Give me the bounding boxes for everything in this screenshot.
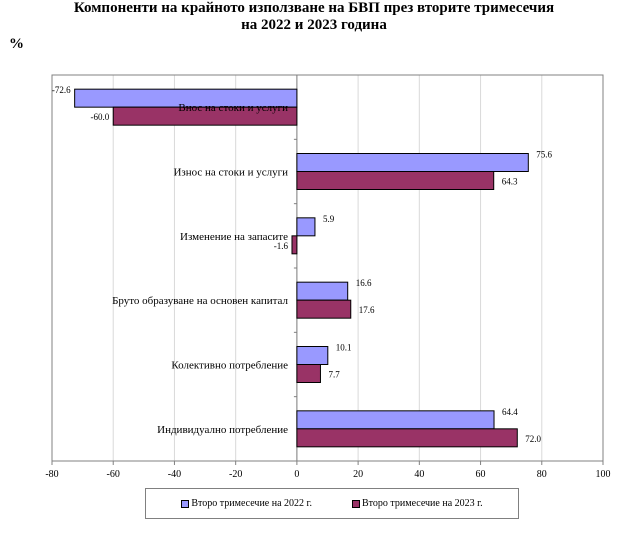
- data-label: 64.4: [502, 407, 518, 417]
- legend-label-2023: Второ тримесечие на 2023 г.: [362, 498, 483, 509]
- category-label: Изменение на запасите: [180, 231, 288, 243]
- legend-swatch-2023: [352, 499, 360, 508]
- bar-2022: [296, 217, 316, 237]
- data-label: 5.9: [323, 214, 335, 224]
- legend: Второ тримесечие на 2022 г. Второ тримес…: [145, 488, 519, 519]
- legend-label-2022: Второ тримесечие на 2022 г.: [191, 498, 312, 509]
- bar-2023: [296, 299, 352, 319]
- category-label: Бруто образуване на основен капитал: [112, 295, 288, 307]
- data-label: -72.6: [52, 85, 71, 95]
- bar-2023: [296, 428, 518, 448]
- bar-2023: [296, 171, 495, 190]
- legend-item-2023: Второ тримесечие на 2023 г.: [352, 498, 483, 509]
- bar-2022: [296, 153, 529, 172]
- data-label: 7.7: [328, 370, 340, 380]
- chart-title-line1: Компоненти на крайното използване на БВП…: [73, 0, 555, 16]
- x-tick-label: 40: [414, 469, 424, 480]
- data-label: -1.6: [274, 241, 289, 251]
- x-tick-label: -20: [229, 469, 242, 480]
- data-label: 10.1: [336, 343, 352, 353]
- bar-2023: [112, 106, 298, 126]
- chart-title-line2: на 2022 и 2023 година: [241, 17, 387, 33]
- data-label: 75.6: [536, 150, 552, 160]
- data-label: 72.0: [525, 434, 541, 444]
- x-tick-label: 20: [353, 469, 363, 480]
- x-tick-label: -60: [107, 469, 120, 480]
- category-label: Внос на стоки и услуги: [178, 102, 288, 114]
- bar-2023: [296, 364, 321, 383]
- bar-2022: [296, 346, 329, 365]
- category-label: Индивидуално потребление: [157, 424, 288, 436]
- data-label: 17.6: [359, 305, 375, 315]
- bar-2022: [296, 281, 349, 301]
- x-tick-label: 0: [294, 469, 299, 480]
- plot-border: [51, 74, 604, 462]
- x-tick-label: 80: [537, 469, 547, 480]
- x-tick-label: 100: [596, 469, 611, 480]
- x-tick-label: 60: [476, 469, 486, 480]
- category-label: Износ на стоки и услуги: [173, 167, 288, 179]
- data-label: -60.0: [90, 112, 109, 122]
- data-label: 64.3: [502, 177, 518, 187]
- legend-item-2022: Второ тримесечие на 2022 г.: [181, 498, 312, 509]
- bar-2023: [291, 235, 298, 255]
- x-tick-label: -80: [45, 469, 58, 480]
- bar-2022: [296, 410, 495, 430]
- category-label: Колективно потребление: [171, 360, 288, 372]
- legend-swatch-2022: [181, 499, 190, 508]
- data-label: 16.6: [356, 278, 372, 288]
- unit-label: %: [9, 36, 24, 52]
- x-tick-label: -40: [168, 469, 181, 480]
